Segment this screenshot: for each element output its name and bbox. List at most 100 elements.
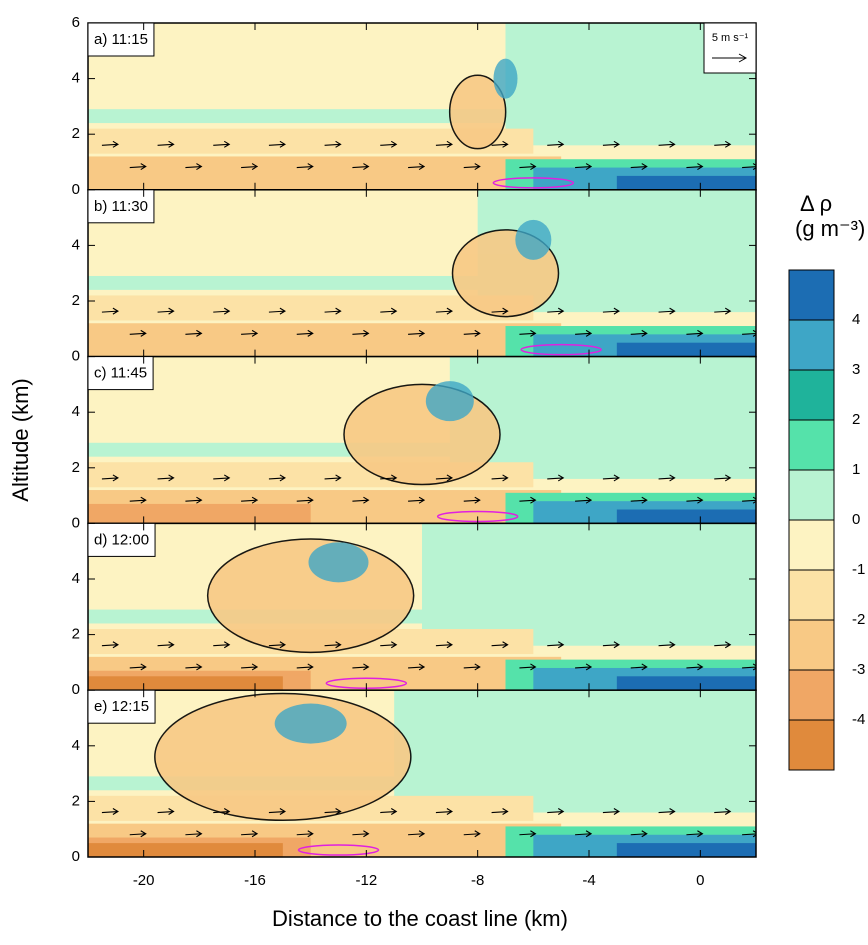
x-tick-label: -12 bbox=[355, 872, 377, 889]
wind-arrow bbox=[714, 140, 732, 148]
field-region bbox=[449, 356, 756, 479]
panel: b) 11:30 0 2 4 bbox=[72, 189, 757, 365]
colorbar-label: 3 bbox=[852, 361, 860, 378]
colorbar-label: 0 bbox=[852, 511, 860, 528]
wind-arrow bbox=[658, 307, 676, 315]
y-tick-label: 6 bbox=[72, 14, 80, 31]
wind-arrow bbox=[714, 808, 732, 815]
wind-arrow bbox=[435, 641, 453, 649]
wind-arrow bbox=[658, 808, 676, 815]
wind-arrow bbox=[630, 496, 648, 504]
field-region bbox=[616, 175, 756, 190]
panel-label-box bbox=[87, 22, 155, 57]
wind-arrow bbox=[352, 663, 370, 671]
wind-arrow bbox=[714, 641, 732, 649]
wind-arrow bbox=[602, 307, 620, 315]
wind-arrow bbox=[519, 663, 537, 671]
y-tick-label: 4 bbox=[72, 236, 80, 253]
wind-arrow bbox=[129, 163, 147, 171]
x-tick-label: 0 bbox=[696, 872, 704, 889]
colorbar-box bbox=[788, 469, 835, 521]
field-region bbox=[88, 323, 562, 357]
wind-arrow bbox=[324, 307, 342, 315]
y-tick-label: 0 bbox=[72, 181, 80, 198]
y-tick-label: 2 bbox=[72, 459, 80, 476]
wind-arrow bbox=[157, 808, 175, 815]
y-tick-label: 2 bbox=[72, 626, 80, 643]
colorbar-box bbox=[788, 569, 835, 621]
convective-cell bbox=[448, 74, 507, 150]
wind-arrow bbox=[435, 474, 453, 482]
colorbar-label: 4 bbox=[852, 311, 860, 328]
y-tick-label: 4 bbox=[72, 403, 80, 420]
wind-arrow bbox=[408, 663, 426, 671]
wind-arrow bbox=[491, 641, 509, 649]
wind-arrow bbox=[602, 140, 620, 148]
wind-arrow bbox=[575, 163, 593, 171]
panel-label: a) 11:15 bbox=[94, 31, 148, 48]
wind-arrow bbox=[519, 163, 537, 171]
field bbox=[88, 189, 756, 357]
convective-core bbox=[493, 58, 518, 99]
wind-arrow bbox=[463, 329, 481, 337]
wind-arrow bbox=[324, 140, 342, 148]
wind-arrow bbox=[324, 474, 342, 482]
panel: e) 12:15 0 2 4 -20 -16 -12 -8 -4 0 bbox=[72, 689, 757, 889]
field-region bbox=[616, 676, 756, 691]
x-tick-label: -20 bbox=[133, 872, 155, 889]
wind-arrow bbox=[519, 329, 537, 337]
panel-label-box bbox=[87, 356, 154, 391]
wind-arrow bbox=[380, 474, 398, 482]
wind-arrow bbox=[157, 140, 175, 148]
x-tick-label: -16 bbox=[244, 872, 266, 889]
wind-arrow bbox=[547, 808, 565, 815]
wind-arrow bbox=[324, 808, 342, 815]
colorbar-unit: (g m⁻³) bbox=[795, 216, 865, 241]
wind-arrow bbox=[296, 496, 314, 504]
wind-arrow bbox=[129, 830, 147, 838]
field bbox=[88, 690, 756, 857]
field-region bbox=[422, 523, 756, 646]
wind-arrow bbox=[241, 663, 259, 671]
field-region bbox=[394, 690, 756, 813]
wind-arrow bbox=[630, 163, 648, 171]
wind-arrow bbox=[268, 641, 286, 649]
wind-arrow bbox=[380, 140, 398, 148]
field-region bbox=[88, 156, 562, 190]
field-region bbox=[88, 275, 756, 290]
colorbar-label: -2 bbox=[852, 611, 865, 628]
panel-label: d) 12:00 bbox=[94, 531, 149, 548]
panel: d) 12:00 0 2 4 bbox=[72, 522, 757, 698]
wind-arrow bbox=[157, 641, 175, 649]
field-region bbox=[88, 295, 534, 321]
colorbar-box bbox=[788, 669, 835, 721]
wind-arrow bbox=[101, 474, 119, 482]
reference-vector-arrow bbox=[712, 53, 748, 63]
y-tick-label: 0 bbox=[72, 681, 80, 698]
wind-arrow bbox=[519, 830, 537, 838]
wind-arrow bbox=[213, 474, 231, 482]
panel-label: c) 11:45 bbox=[94, 365, 147, 382]
colorbar-title: Δ ρ bbox=[800, 191, 832, 216]
wind-arrow bbox=[324, 641, 342, 649]
colorbar-label: -3 bbox=[852, 661, 865, 678]
wind-arrow bbox=[602, 641, 620, 649]
wind-arrow bbox=[185, 830, 203, 838]
colorbar-label: 1 bbox=[852, 461, 860, 478]
wind-arrow bbox=[435, 140, 453, 148]
convective-cell bbox=[343, 383, 501, 486]
wind-arrow bbox=[630, 329, 648, 337]
wind-arrow bbox=[602, 808, 620, 815]
field-region bbox=[616, 509, 756, 524]
wind-arrow bbox=[185, 663, 203, 671]
wind-arrow bbox=[408, 496, 426, 504]
y-tick-label: 2 bbox=[72, 792, 80, 809]
wind-arrow bbox=[268, 307, 286, 315]
wind-arrow bbox=[268, 140, 286, 148]
wind-arrow bbox=[268, 808, 286, 815]
wind-arrow bbox=[352, 496, 370, 504]
x-axis-label: Distance to the coast line (km) bbox=[272, 906, 568, 931]
wind-arrow bbox=[296, 663, 314, 671]
wind-arrow bbox=[658, 474, 676, 482]
